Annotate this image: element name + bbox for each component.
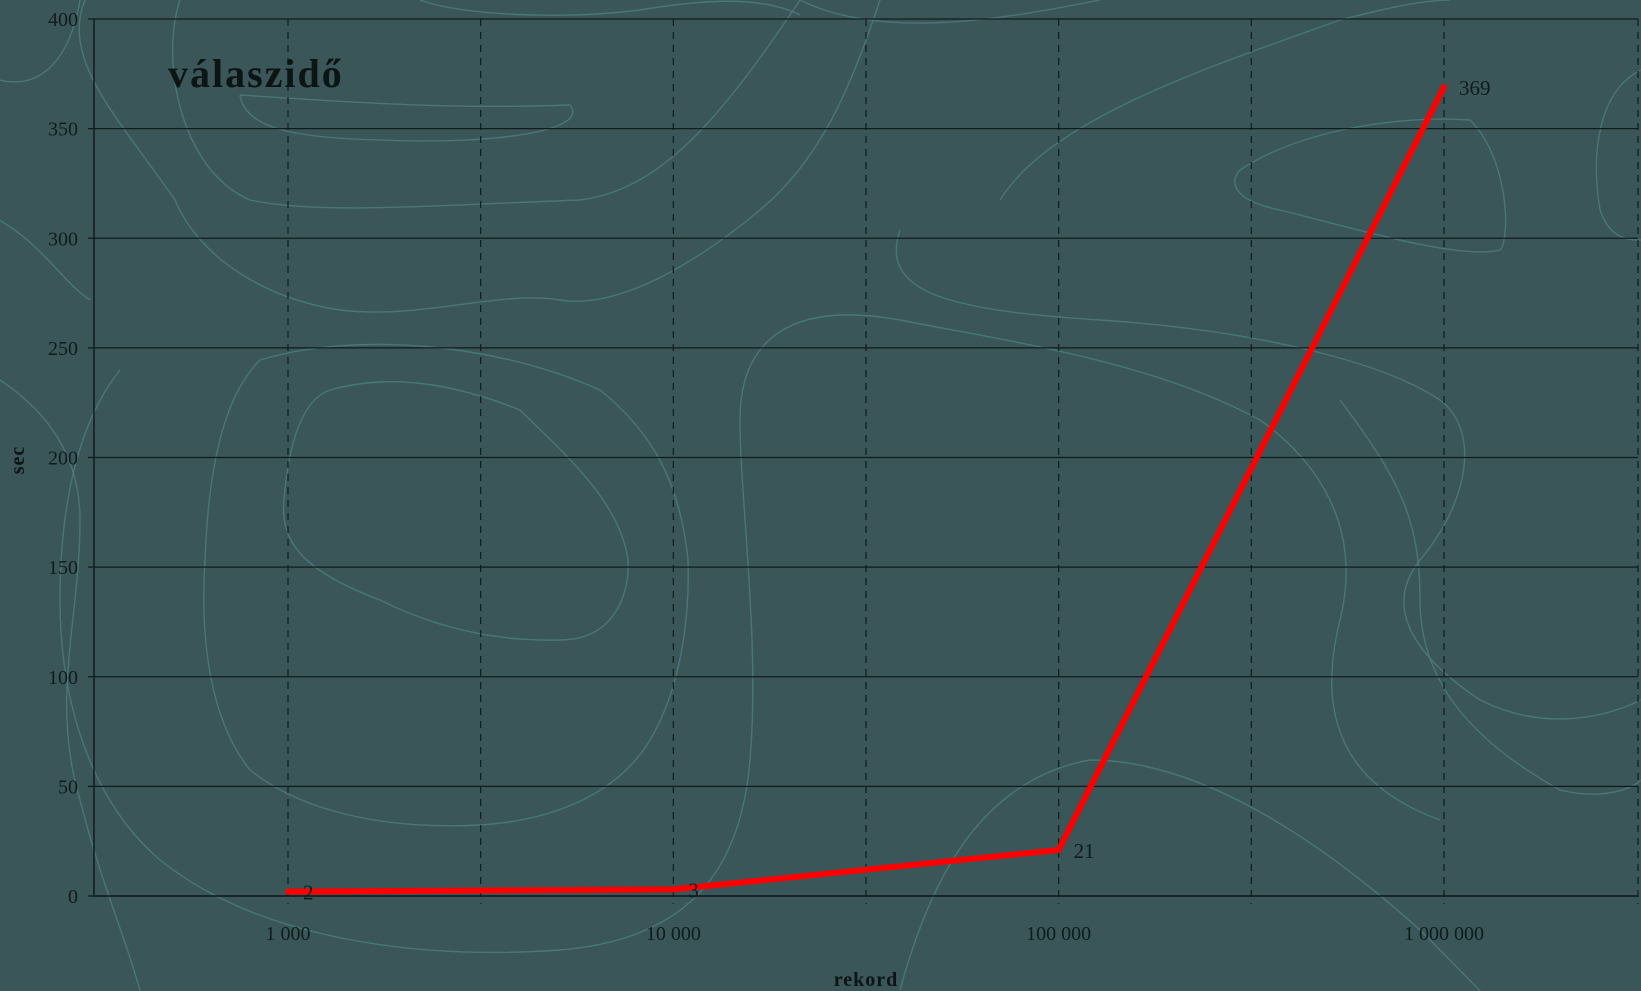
contour-line bbox=[78, 0, 881, 313]
series-line bbox=[285, 84, 1447, 895]
data-point bbox=[670, 886, 676, 892]
y-axis-label: sec bbox=[7, 446, 29, 475]
contour-line bbox=[999, 0, 1451, 201]
x-tick-label: 100 000 bbox=[1026, 923, 1091, 945]
data-label: 2 bbox=[303, 881, 314, 905]
y-tick-label: 350 bbox=[48, 119, 78, 141]
y-tick-label: 0 bbox=[68, 886, 78, 908]
contour-line bbox=[239, 94, 574, 142]
data-point bbox=[285, 889, 291, 895]
data-point bbox=[1441, 84, 1447, 90]
contour-line bbox=[1595, 69, 1641, 241]
chart-title: válaszidő bbox=[168, 51, 344, 96]
x-tick-label: 10 000 bbox=[646, 923, 701, 945]
contour-line bbox=[899, 759, 1481, 991]
contour-line bbox=[171, 0, 801, 209]
contour-line bbox=[282, 381, 629, 641]
contour-line bbox=[799, 0, 1101, 24]
contour-line bbox=[0, 379, 141, 991]
data-label: 21 bbox=[1074, 839, 1095, 863]
contour-line bbox=[0, 219, 91, 301]
contour-line bbox=[1339, 399, 1641, 795]
y-tick-label: 150 bbox=[48, 557, 78, 579]
x-axis-label: rekord bbox=[834, 969, 899, 991]
y-tick-label: 250 bbox=[48, 338, 78, 360]
y-tick-label: 200 bbox=[48, 448, 78, 470]
contour-line bbox=[59, 314, 1441, 954]
data-point bbox=[1056, 847, 1062, 853]
contour-line bbox=[419, 0, 801, 16]
x-tick-label: 1 000 000 bbox=[1404, 923, 1484, 945]
y-tick-label: 400 bbox=[48, 9, 78, 31]
y-tick-label: 50 bbox=[58, 776, 78, 798]
chart-grid bbox=[94, 18, 1639, 904]
chart-axes: 0 50 100 150 200 250 300 350 400 1 000 10 000 100 0… bbox=[48, 9, 1638, 945]
data-label: 369 bbox=[1459, 76, 1491, 100]
contour-line bbox=[0, 0, 81, 83]
x-tick-label: 1 000 bbox=[266, 923, 311, 945]
data-label: 3 bbox=[688, 878, 699, 902]
y-tick-label: 100 bbox=[48, 667, 78, 689]
contour-line bbox=[203, 343, 689, 827]
series-layer bbox=[285, 84, 1447, 895]
data-label-layer: 2 3 21 369 bbox=[303, 76, 1491, 905]
contour-line bbox=[1234, 118, 1507, 253]
contour-line bbox=[895, 229, 1641, 720]
y-tick-label: 300 bbox=[48, 228, 78, 250]
